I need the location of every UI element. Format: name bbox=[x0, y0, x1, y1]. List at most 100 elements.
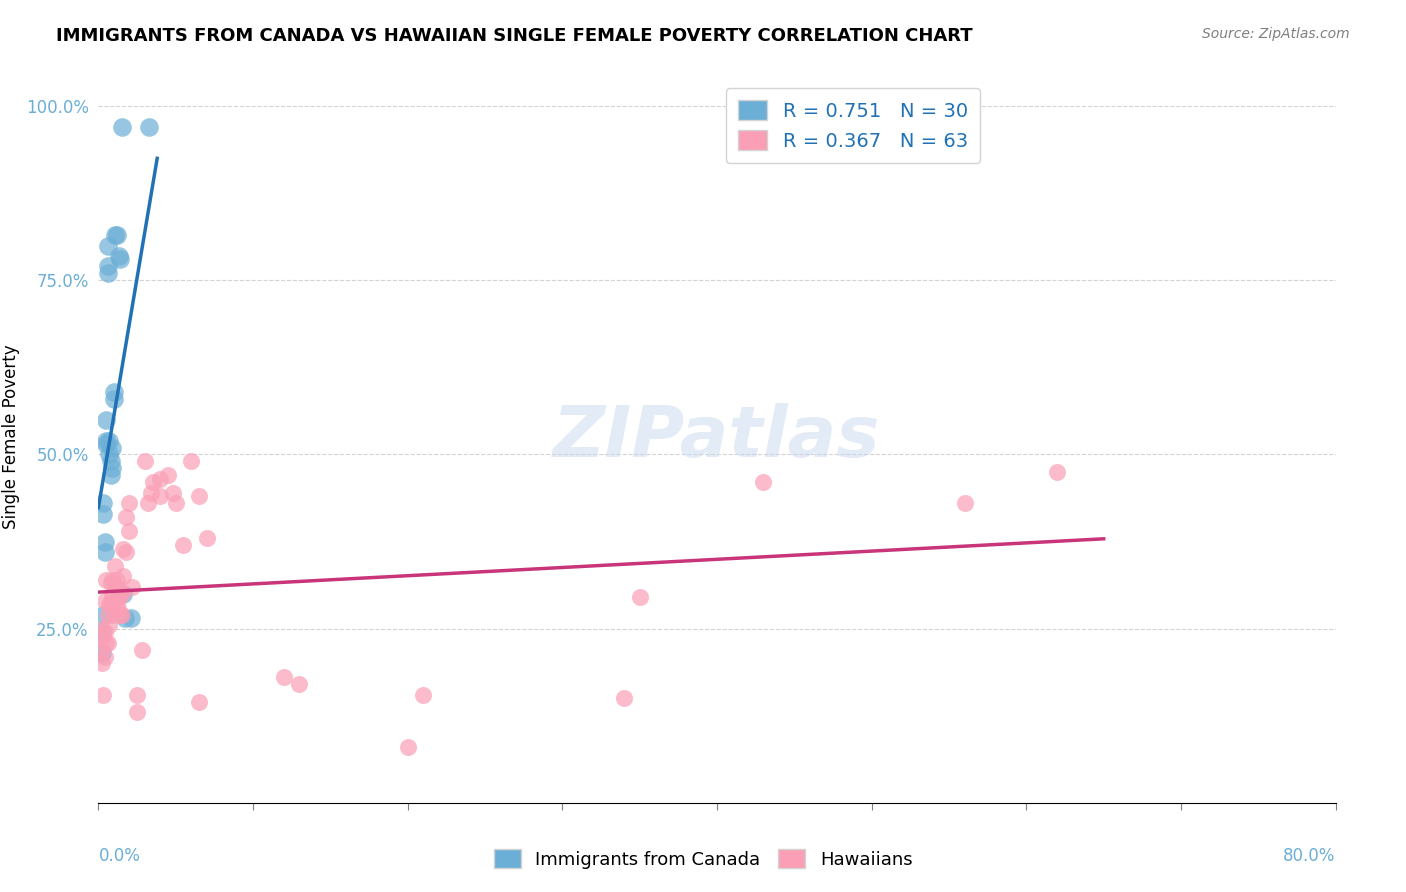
Point bbox=[101, 573, 124, 587]
Point bbox=[105, 597, 128, 611]
Point bbox=[107, 249, 129, 263]
Point bbox=[127, 688, 149, 702]
Point bbox=[141, 475, 165, 490]
Point bbox=[89, 642, 111, 657]
Point bbox=[105, 573, 128, 587]
Point bbox=[98, 448, 121, 462]
Point bbox=[96, 573, 118, 587]
Point bbox=[115, 545, 138, 559]
Point bbox=[104, 558, 127, 573]
Text: 80.0%: 80.0% bbox=[1284, 847, 1336, 864]
Text: Source: ZipAtlas.com: Source: ZipAtlas.com bbox=[1202, 27, 1350, 41]
Point bbox=[288, 677, 311, 691]
Point bbox=[107, 591, 129, 605]
Point bbox=[111, 607, 132, 622]
Text: ZIPatlas: ZIPatlas bbox=[554, 402, 880, 472]
Point bbox=[149, 472, 172, 486]
Point bbox=[100, 597, 122, 611]
Text: 0.0%: 0.0% bbox=[98, 847, 141, 864]
Point bbox=[91, 496, 114, 510]
Point bbox=[115, 510, 138, 524]
Point bbox=[101, 461, 124, 475]
Point bbox=[172, 538, 194, 552]
Point bbox=[103, 384, 125, 399]
Point bbox=[97, 266, 120, 280]
Point bbox=[118, 524, 141, 538]
Point bbox=[108, 607, 131, 622]
Point bbox=[93, 534, 115, 549]
Point bbox=[101, 441, 124, 455]
Point bbox=[127, 705, 149, 719]
Y-axis label: Single Female Poverty: Single Female Poverty bbox=[3, 345, 20, 529]
Point bbox=[121, 580, 143, 594]
Point bbox=[188, 489, 211, 503]
Point bbox=[111, 587, 132, 601]
Point bbox=[90, 646, 112, 660]
Point bbox=[1046, 465, 1069, 479]
Point bbox=[91, 607, 114, 622]
Point bbox=[90, 622, 112, 636]
Point bbox=[103, 392, 125, 406]
Point bbox=[96, 437, 118, 451]
Point bbox=[96, 635, 118, 649]
Point bbox=[100, 468, 122, 483]
Legend: R = 0.751   N = 30, R = 0.367   N = 63: R = 0.751 N = 30, R = 0.367 N = 63 bbox=[727, 88, 980, 162]
Point bbox=[97, 238, 120, 252]
Point bbox=[188, 695, 211, 709]
Point bbox=[165, 496, 187, 510]
Point bbox=[120, 611, 142, 625]
Point bbox=[752, 475, 775, 490]
Point bbox=[97, 607, 120, 622]
Point bbox=[100, 576, 122, 591]
Point bbox=[273, 670, 295, 684]
Point bbox=[157, 468, 180, 483]
Point bbox=[93, 649, 115, 664]
Point bbox=[98, 434, 121, 448]
Point bbox=[98, 597, 121, 611]
Point bbox=[104, 228, 127, 243]
Point bbox=[139, 485, 162, 500]
Point bbox=[97, 635, 120, 649]
Point bbox=[118, 496, 141, 510]
Point bbox=[112, 569, 135, 583]
Point bbox=[108, 583, 131, 598]
Point bbox=[96, 412, 118, 426]
Point bbox=[134, 454, 156, 468]
Point bbox=[91, 688, 114, 702]
Point bbox=[162, 485, 184, 500]
Point bbox=[100, 454, 122, 468]
Point bbox=[108, 252, 131, 267]
Point bbox=[90, 657, 112, 671]
Text: IMMIGRANTS FROM CANADA VS HAWAIIAN SINGLE FEMALE POVERTY CORRELATION CHART: IMMIGRANTS FROM CANADA VS HAWAIIAN SINGL… bbox=[56, 27, 973, 45]
Point bbox=[112, 587, 135, 601]
Point bbox=[138, 120, 160, 134]
Point bbox=[91, 507, 114, 521]
Point bbox=[114, 611, 136, 625]
Point bbox=[149, 489, 172, 503]
Point bbox=[195, 531, 218, 545]
Point bbox=[396, 740, 419, 755]
Point bbox=[90, 625, 112, 640]
Point bbox=[107, 604, 129, 618]
Point bbox=[953, 496, 976, 510]
Point bbox=[91, 629, 114, 643]
Point bbox=[412, 688, 434, 702]
Point bbox=[93, 594, 115, 608]
Point bbox=[97, 260, 120, 274]
Point bbox=[93, 625, 115, 640]
Point bbox=[180, 454, 202, 468]
Point bbox=[112, 541, 135, 556]
Point bbox=[103, 607, 125, 622]
Point bbox=[101, 591, 124, 605]
Point bbox=[136, 496, 159, 510]
Point bbox=[613, 691, 636, 706]
Point bbox=[103, 594, 125, 608]
Point bbox=[131, 642, 153, 657]
Point bbox=[105, 228, 128, 243]
Point bbox=[111, 120, 132, 134]
Legend: Immigrants from Canada, Hawaiians: Immigrants from Canada, Hawaiians bbox=[486, 842, 920, 876]
Point bbox=[628, 591, 651, 605]
Point bbox=[98, 618, 121, 632]
Point bbox=[96, 434, 118, 448]
Point bbox=[104, 580, 127, 594]
